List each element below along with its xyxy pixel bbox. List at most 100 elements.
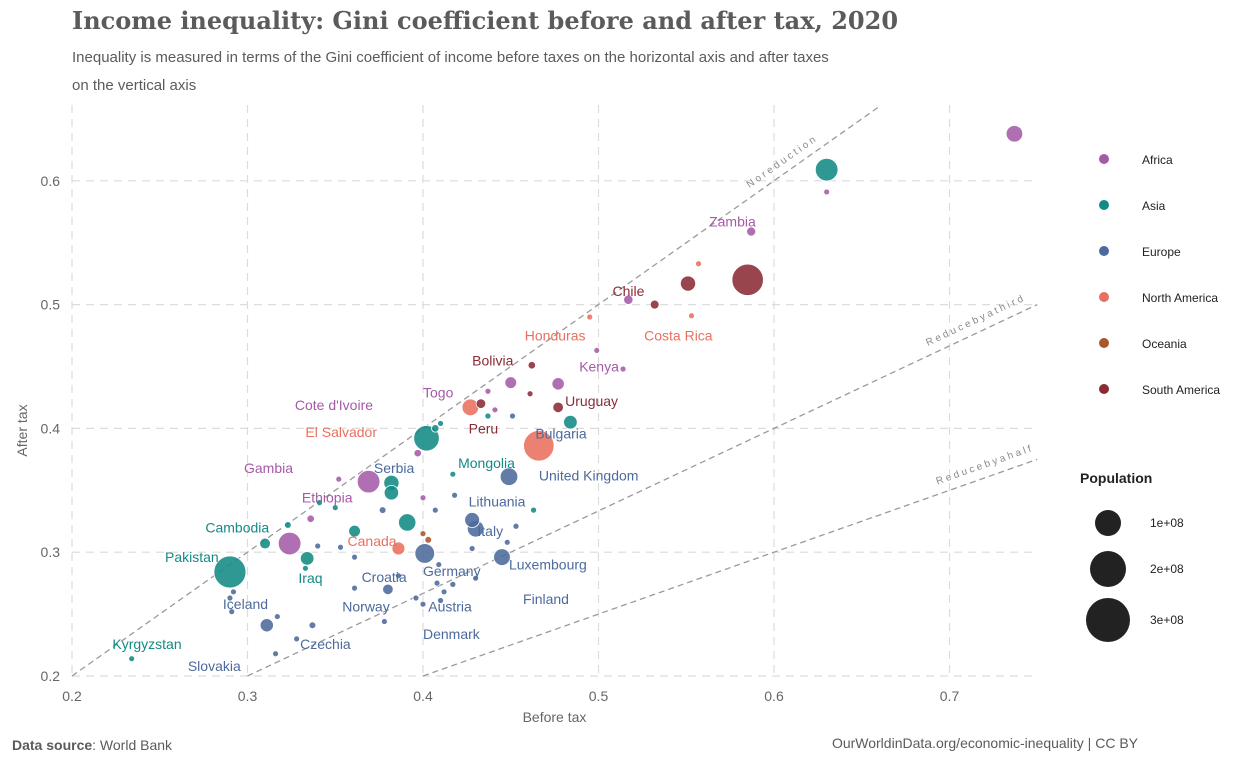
y-tick-label: 0.3: [41, 544, 61, 560]
legend-item[interactable]: South America: [1090, 378, 1240, 398]
y-axis-title: After tax: [14, 404, 30, 456]
data-point: [493, 548, 511, 566]
data-point: [586, 313, 594, 321]
legend-label: North America: [1142, 291, 1219, 305]
data-points: [128, 125, 1024, 663]
data-point: [273, 613, 281, 620]
country-label: Denmark: [423, 626, 481, 642]
reference-line: [71, 105, 880, 677]
reference-line: [247, 303, 1038, 677]
data-point: [306, 514, 315, 523]
data-point: [526, 390, 534, 398]
data-point: [468, 545, 476, 552]
legend-label: Africa: [1142, 153, 1173, 167]
data-point: [302, 564, 309, 572]
data-point: [228, 608, 236, 616]
data-point: [593, 347, 601, 354]
reference-line-label: N o r e d u c t i o n: [745, 135, 818, 191]
data-point: [348, 524, 361, 538]
data-point: [419, 530, 427, 538]
data-point: [335, 475, 343, 483]
country-label: Honduras: [525, 328, 586, 344]
data-source-label: Data source: [12, 737, 93, 753]
data-point: [823, 188, 831, 196]
country-label: El Salvador: [305, 424, 377, 440]
country-label: Iraq: [298, 570, 322, 586]
country-label: Kyrgyzstan: [112, 636, 181, 652]
country-label: Zambia: [709, 214, 756, 230]
country-label: Gambia: [244, 460, 293, 476]
data-point: [504, 376, 518, 389]
data-point: [503, 538, 511, 546]
data-point: [398, 513, 417, 532]
reference-line-label: R e d u c e b y a t h i r d: [924, 294, 1025, 349]
data-point: [230, 588, 237, 596]
data-point: [272, 650, 279, 658]
legend-swatch: [1099, 200, 1109, 210]
data-point: [413, 449, 422, 458]
legend-item[interactable]: Africa: [1090, 148, 1240, 168]
country-label: Norway: [342, 599, 389, 615]
data-point: [649, 299, 660, 310]
country-label: Croatia: [362, 569, 407, 585]
data-point: [563, 414, 578, 430]
country-label: Chile: [613, 283, 645, 299]
axes: 0.2 0.3 0.4 0.5 0.6 0.7 0.2 0.3 0.4 0.5 0.6 Before …: [14, 173, 959, 725]
chart-subtitle: Inequality is measured in terms of the G…: [72, 49, 829, 94]
x-axis-title: Before tax: [523, 709, 587, 725]
data-point: [688, 312, 695, 320]
legend-item[interactable]: Oceania: [1090, 332, 1240, 352]
data-point: [523, 430, 555, 462]
country-label: Czechia: [300, 636, 351, 652]
population-size-circle: [1095, 510, 1121, 536]
legend-item[interactable]: Asia: [1090, 194, 1240, 214]
data-point: [512, 522, 520, 530]
data-point: [380, 618, 388, 625]
y-tick-label: 0.4: [41, 420, 61, 436]
y-tick-label: 0.5: [41, 297, 61, 313]
data-point: [412, 594, 420, 602]
data-point: [413, 425, 440, 452]
country-label: Italy: [477, 523, 503, 539]
x-tick-label: 0.7: [940, 688, 960, 704]
legend-swatch: [1099, 292, 1109, 302]
legend-label: Asia: [1142, 199, 1166, 213]
country-label: Germany: [423, 563, 481, 579]
legend-item[interactable]: North America: [1090, 286, 1240, 306]
data-point: [464, 512, 481, 528]
country-label: Bulgaria: [535, 425, 587, 441]
data-point: [351, 553, 358, 561]
data-point: [449, 580, 457, 588]
data-point: [391, 541, 406, 556]
country-label: Canada: [348, 533, 397, 549]
chart-title: Income inequality: Gini coefficient befo…: [72, 6, 899, 35]
y-tick-label: 0.2: [41, 668, 61, 684]
data-point: [314, 542, 322, 550]
data-point: [431, 424, 440, 433]
legend-label: Oceania: [1142, 337, 1187, 351]
data-point: [337, 543, 344, 551]
data-point: [383, 485, 400, 501]
data-point: [552, 401, 564, 414]
country-label: Austria: [428, 599, 472, 615]
credit-link[interactable]: OurWorldinData.org/economic-inequality |…: [831, 735, 1138, 751]
country-label: Ethiopia: [302, 490, 353, 506]
legend-item[interactable]: Europe: [1090, 240, 1240, 260]
population-size-circle: [1090, 551, 1126, 587]
data-point: [491, 406, 499, 414]
data-point: [382, 583, 394, 596]
data-source-value: : World Bank: [92, 737, 173, 753]
data-point: [431, 506, 439, 514]
legend-swatch: [1099, 154, 1109, 164]
country-label: Serbia: [374, 460, 415, 476]
country-label: Lithuania: [469, 493, 526, 509]
country-label: Slovakia: [188, 658, 241, 674]
data-point: [449, 470, 457, 478]
data-point: [299, 551, 315, 566]
country-label: Cote d'Ivoire: [295, 397, 373, 413]
data-point: [351, 584, 358, 592]
data-point: [277, 531, 302, 556]
data-point: [530, 506, 538, 514]
population-size-circle: [1086, 598, 1130, 642]
data-point: [731, 263, 764, 296]
